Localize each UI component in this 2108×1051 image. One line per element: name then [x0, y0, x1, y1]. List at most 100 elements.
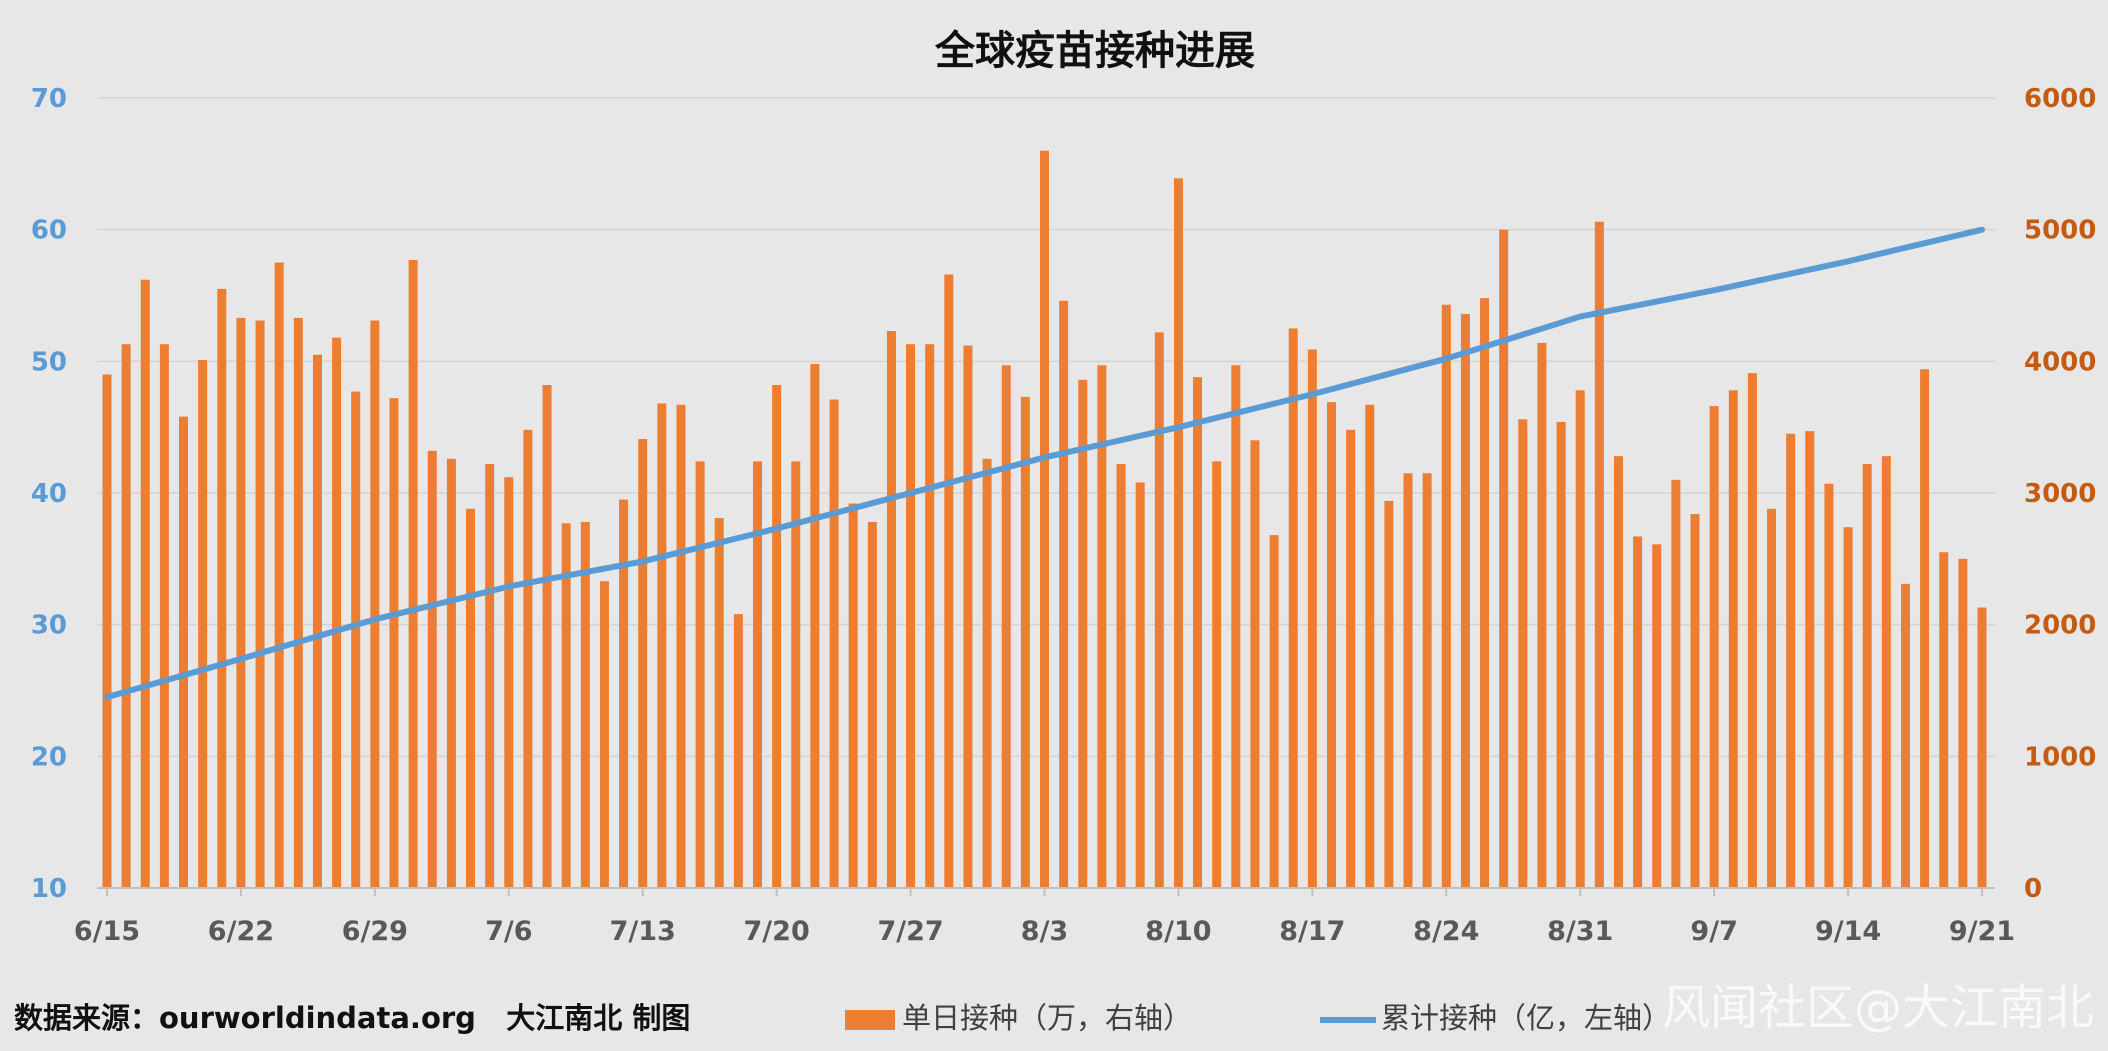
- bar: [1441, 304, 1451, 888]
- bar: [1212, 461, 1222, 888]
- bar: [1154, 332, 1164, 888]
- x-tick-label: 9/14: [1815, 916, 1881, 947]
- right-tick-label: 6000: [2024, 84, 2096, 114]
- bar: [1231, 365, 1241, 888]
- bar: [1288, 328, 1298, 889]
- bar: [1920, 369, 1930, 888]
- bar: [1059, 300, 1069, 888]
- bar: [1499, 229, 1509, 888]
- bar: [485, 464, 495, 888]
- bar: [159, 344, 169, 888]
- bar: [848, 503, 858, 888]
- bar: [1786, 433, 1796, 888]
- bar: [791, 461, 801, 888]
- bar: [1728, 390, 1738, 888]
- x-tick-label: 8/17: [1279, 916, 1345, 947]
- bar: [389, 398, 399, 888]
- x-tick-label: 7/20: [744, 916, 810, 947]
- bar: [772, 385, 782, 888]
- bar: [1480, 298, 1490, 889]
- bar: [867, 521, 877, 888]
- bar: [1307, 349, 1317, 888]
- right-axis-ticks: 0 1000 2000 3000 4000 5000 6000: [2024, 84, 2096, 904]
- right-tick-label: 2000: [2024, 611, 2096, 641]
- bar: [121, 344, 131, 888]
- bar: [1365, 404, 1375, 888]
- bar: [1384, 500, 1394, 888]
- x-tick-label: 8/24: [1413, 916, 1479, 947]
- bar: [1939, 552, 1949, 888]
- legend-bar-label: 单日接种（万，右轴）: [902, 1001, 1192, 1035]
- right-tick-label: 4000: [2024, 347, 2096, 377]
- bar: [1422, 473, 1432, 888]
- bar: [1116, 464, 1126, 888]
- bar: [466, 508, 476, 888]
- source-note: 数据来源：ourworldindata.org 大江南北 制图: [14, 1001, 690, 1035]
- bar: [1613, 456, 1623, 888]
- bar: [1020, 396, 1030, 888]
- bar: [370, 320, 380, 888]
- bar: [1709, 406, 1719, 888]
- left-tick-label: 50: [31, 347, 67, 377]
- bar: [1862, 464, 1872, 888]
- bar: [753, 461, 763, 888]
- legend-bar-swatch: [845, 1010, 895, 1030]
- bar: [1767, 508, 1777, 888]
- bar: [944, 274, 954, 888]
- bar: [1040, 150, 1049, 888]
- bar: [733, 614, 743, 888]
- bar: [1824, 483, 1834, 888]
- line-series: [104, 226, 1985, 701]
- right-tick-label: 0: [2024, 874, 2042, 904]
- bar: [1078, 379, 1088, 888]
- bar: [1346, 429, 1356, 888]
- bar: [1977, 607, 1987, 888]
- bar: [140, 279, 150, 888]
- bar: [1537, 342, 1547, 888]
- bar: [810, 363, 820, 888]
- left-tick-label: 30: [31, 611, 67, 641]
- x-tick-label: 6/15: [74, 916, 140, 947]
- bar: [179, 416, 189, 888]
- left-tick-label: 40: [31, 479, 67, 509]
- cumulative-line: [104, 226, 1985, 701]
- bar: [561, 523, 571, 888]
- bar: [1881, 456, 1891, 888]
- bar: [906, 344, 916, 888]
- bar: [446, 458, 456, 888]
- bar: [829, 399, 839, 888]
- bar: [1671, 479, 1681, 888]
- bar: [408, 259, 418, 888]
- x-tick-label: 9/21: [1949, 916, 2015, 947]
- bar: [714, 518, 724, 888]
- bar: [638, 439, 648, 888]
- left-axis-ticks: 10 20 30 40 50 60 70: [31, 84, 67, 904]
- bar: [1193, 377, 1203, 888]
- bar: [1250, 440, 1260, 888]
- x-tick-label: 8/10: [1145, 916, 1211, 947]
- bar: [619, 499, 629, 888]
- left-tick-label: 20: [31, 742, 67, 772]
- bar: [332, 337, 342, 889]
- legend: 单日接种（万，右轴） 累计接种（亿，左轴）: [845, 1001, 1671, 1035]
- bar: [1269, 535, 1279, 888]
- bar: [293, 317, 303, 889]
- bar: [925, 344, 935, 888]
- bar: [255, 320, 265, 888]
- bar: [236, 317, 246, 889]
- x-tick-label: 7/6: [485, 916, 532, 947]
- bar: [1326, 402, 1336, 888]
- bar: [580, 521, 590, 888]
- x-axis-ticks: 6/15 6/22 6/29 7/6 7/13 7/20 7/27 8/3 8/10 8/17 8/…: [74, 888, 2015, 947]
- bar: [312, 354, 322, 888]
- left-tick-label: 60: [31, 216, 67, 246]
- bar: [1135, 482, 1145, 888]
- bar: [599, 581, 609, 888]
- bar: [886, 331, 896, 888]
- bar: [1403, 473, 1413, 888]
- x-tick-label: 8/31: [1547, 916, 1613, 947]
- x-tick-label: 8/3: [1021, 916, 1068, 947]
- bar: [1173, 178, 1183, 889]
- bar: [1575, 390, 1585, 888]
